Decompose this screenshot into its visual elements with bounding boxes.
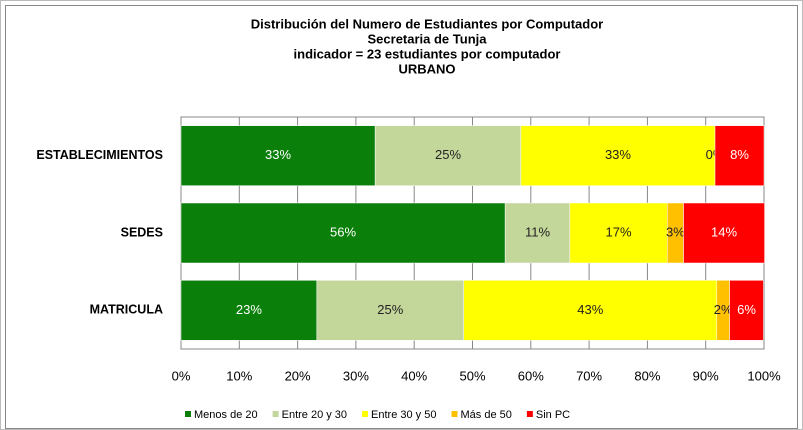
bar-segment: [729, 280, 764, 341]
bar-segment: [374, 125, 522, 186]
chart-title: URBANO: [398, 61, 455, 76]
x-tick-label: 80%: [634, 368, 660, 383]
bar-segment: [316, 280, 465, 341]
legend-label: Entre 20 y 30: [282, 409, 347, 421]
legend-marker: [185, 411, 191, 417]
data-label: 25%: [377, 302, 403, 317]
bar-segment: [463, 280, 718, 341]
legend-label: Sin PC: [536, 409, 570, 421]
data-label: 43%: [577, 302, 603, 317]
x-tick-label: 90%: [693, 368, 719, 383]
data-label: 33%: [605, 147, 631, 162]
bar-segment: [520, 125, 716, 186]
bar-segment: [504, 202, 571, 264]
x-tick-label: 20%: [285, 368, 311, 383]
y-tick-label: MATRICULA: [90, 303, 163, 317]
x-tick-label: 60%: [518, 368, 544, 383]
data-label: 8%: [730, 147, 749, 162]
legend-label: Entre 30 y 50: [371, 409, 436, 421]
data-label: 17%: [606, 224, 632, 239]
x-tick-label: 70%: [576, 368, 602, 383]
data-label: 11%: [525, 224, 550, 239]
x-tick-label: 10%: [226, 368, 252, 383]
legend-marker: [526, 411, 533, 417]
data-label: 2%: [714, 302, 733, 317]
bar-segment: [180, 125, 376, 186]
legend-marker: [451, 411, 458, 417]
legend-marker: [362, 411, 369, 417]
y-tick-label: ESTABLECIMIENTOS: [36, 148, 163, 162]
x-tick-label: 30%: [343, 368, 369, 383]
chart-title: Distribución del Numero de Estudiantes p…: [251, 16, 603, 31]
data-label: 56%: [330, 224, 356, 239]
y-tick-label: SEDES: [121, 225, 163, 239]
bar-segment: [180, 202, 506, 264]
x-tick-label: 50%: [459, 368, 485, 383]
bar-segment: [683, 202, 765, 264]
chart-title: Secretaria de Tunja: [368, 31, 488, 46]
data-label: 14%: [711, 224, 737, 239]
x-tick-label: 0%: [172, 368, 191, 383]
bar-segment: [180, 280, 318, 341]
data-label: 33%: [265, 147, 291, 162]
data-label: 3%: [666, 224, 685, 239]
bar-segment: [569, 202, 668, 264]
data-label: 23%: [236, 302, 262, 317]
legend-label: Menos de 20: [194, 409, 258, 421]
data-label: 25%: [435, 147, 461, 162]
legend-marker: [272, 411, 279, 417]
legend-label: Más de 50: [460, 409, 511, 421]
data-label: 6%: [737, 302, 756, 317]
chart-title: indicador = 23 estudiantes por computado…: [294, 46, 561, 61]
bar-segment: [714, 125, 765, 186]
x-tick-label: 40%: [401, 368, 427, 383]
x-tick-label: 100%: [747, 368, 781, 383]
